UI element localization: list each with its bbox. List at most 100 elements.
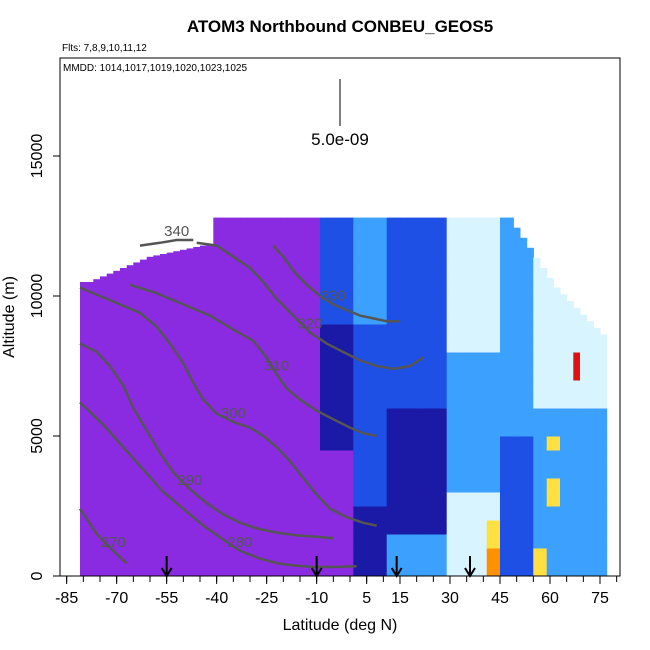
heatmap-cell — [266, 380, 274, 395]
heatmap-cell — [346, 352, 354, 367]
heatmap-cell — [460, 492, 468, 507]
heatmap-cell — [446, 282, 454, 297]
heatmap-cell — [420, 548, 428, 563]
heatmap-cell — [386, 296, 394, 311]
heatmap-cell — [373, 310, 381, 325]
heatmap-cell — [533, 296, 541, 311]
heatmap-cell — [306, 254, 314, 269]
heatmap-cell — [473, 492, 481, 507]
heatmap-cell — [193, 296, 201, 311]
heatmap-cell — [540, 492, 548, 507]
heatmap-cell — [213, 548, 221, 563]
heatmap-cell — [93, 282, 101, 297]
heatmap-cell — [586, 408, 594, 423]
heatmap-cell — [600, 338, 608, 353]
heatmap-cell — [486, 226, 494, 241]
heatmap-cell — [586, 338, 594, 353]
heatmap-cell — [466, 422, 474, 437]
heatmap-cell — [486, 548, 494, 563]
heatmap-cell — [306, 548, 314, 563]
heatmap-cell — [260, 380, 268, 395]
heatmap-cell — [100, 394, 108, 409]
heatmap-cell — [560, 422, 568, 437]
heatmap-cell — [260, 240, 268, 255]
heatmap-cell — [200, 245, 208, 255]
heatmap-cell — [253, 254, 261, 269]
heatmap-cell — [453, 217, 461, 227]
heatmap-cell — [246, 464, 254, 479]
heatmap-cell — [340, 254, 348, 269]
heatmap-cell — [80, 394, 88, 409]
heatmap-cell — [266, 352, 274, 367]
heatmap-cell — [133, 366, 141, 381]
heatmap-cell — [360, 548, 368, 563]
heatmap-cell — [566, 464, 574, 479]
heatmap-cell — [486, 240, 494, 255]
heatmap-cell — [433, 450, 441, 465]
heatmap-cell — [513, 310, 521, 325]
heatmap-cell — [180, 408, 188, 423]
heatmap-cell — [226, 436, 234, 451]
heatmap-cell — [533, 352, 541, 367]
heatmap-cell — [186, 394, 194, 409]
heatmap-cell — [300, 282, 308, 297]
heatmap-cell — [420, 408, 428, 423]
heatmap-cell — [560, 394, 568, 409]
heatmap-cell — [373, 548, 381, 563]
heatmap-cell — [293, 478, 301, 493]
heatmap-cell — [160, 506, 168, 521]
heatmap-cell — [293, 394, 301, 409]
heatmap-cell — [240, 268, 248, 283]
heatmap-cell — [406, 478, 414, 493]
heatmap-cell — [226, 380, 234, 395]
heatmap-cell — [260, 548, 268, 563]
heatmap-cell — [446, 464, 454, 479]
heatmap-cell — [546, 422, 554, 437]
heatmap-cell — [553, 562, 561, 576]
heatmap-cell — [426, 226, 434, 241]
heatmap-cell — [273, 268, 281, 283]
heatmap-cell — [466, 254, 474, 269]
heatmap-cell — [333, 478, 341, 493]
heatmap-cell — [526, 338, 534, 353]
y-axis-label: Altitude (m) — [1, 276, 18, 358]
heatmap-cell — [413, 380, 421, 395]
heatmap-cell — [566, 366, 574, 381]
heatmap-cell — [520, 506, 528, 521]
heatmap-cell — [173, 450, 181, 465]
heatmap-cell — [246, 436, 254, 451]
heatmap-cell — [300, 492, 308, 507]
heatmap-cell — [600, 464, 608, 479]
heatmap-cell — [113, 352, 121, 367]
heatmap-cell — [360, 450, 368, 465]
heatmap-cell — [340, 240, 348, 255]
heatmap-cell — [206, 408, 214, 423]
heatmap-cell — [220, 310, 228, 325]
heatmap-cell — [260, 436, 268, 451]
heatmap-cell — [153, 324, 161, 339]
heatmap-cell — [406, 422, 414, 437]
heatmap-cell — [280, 562, 288, 576]
heatmap-cell — [493, 436, 501, 451]
heatmap-cell — [126, 380, 134, 395]
heatmap-cell — [346, 217, 354, 227]
heatmap-cell — [526, 296, 534, 311]
heatmap-cell — [460, 268, 468, 283]
heatmap-cell — [546, 506, 554, 521]
heatmap-cell — [546, 450, 554, 465]
heatmap-cell — [226, 506, 234, 521]
heatmap-cell — [313, 282, 321, 297]
heatmap-cell — [106, 548, 114, 563]
heatmap-cell — [266, 394, 274, 409]
heatmap-cell — [553, 520, 561, 535]
heatmap-cell — [353, 296, 361, 311]
heatmap-cell — [440, 408, 448, 423]
heatmap-cell — [226, 240, 234, 255]
heatmap-cell — [133, 422, 141, 437]
heatmap-cell — [500, 464, 508, 479]
heatmap-cell — [486, 282, 494, 297]
heatmap-cell — [580, 352, 588, 367]
heatmap-cell — [480, 464, 488, 479]
heatmap-cell — [113, 380, 121, 395]
